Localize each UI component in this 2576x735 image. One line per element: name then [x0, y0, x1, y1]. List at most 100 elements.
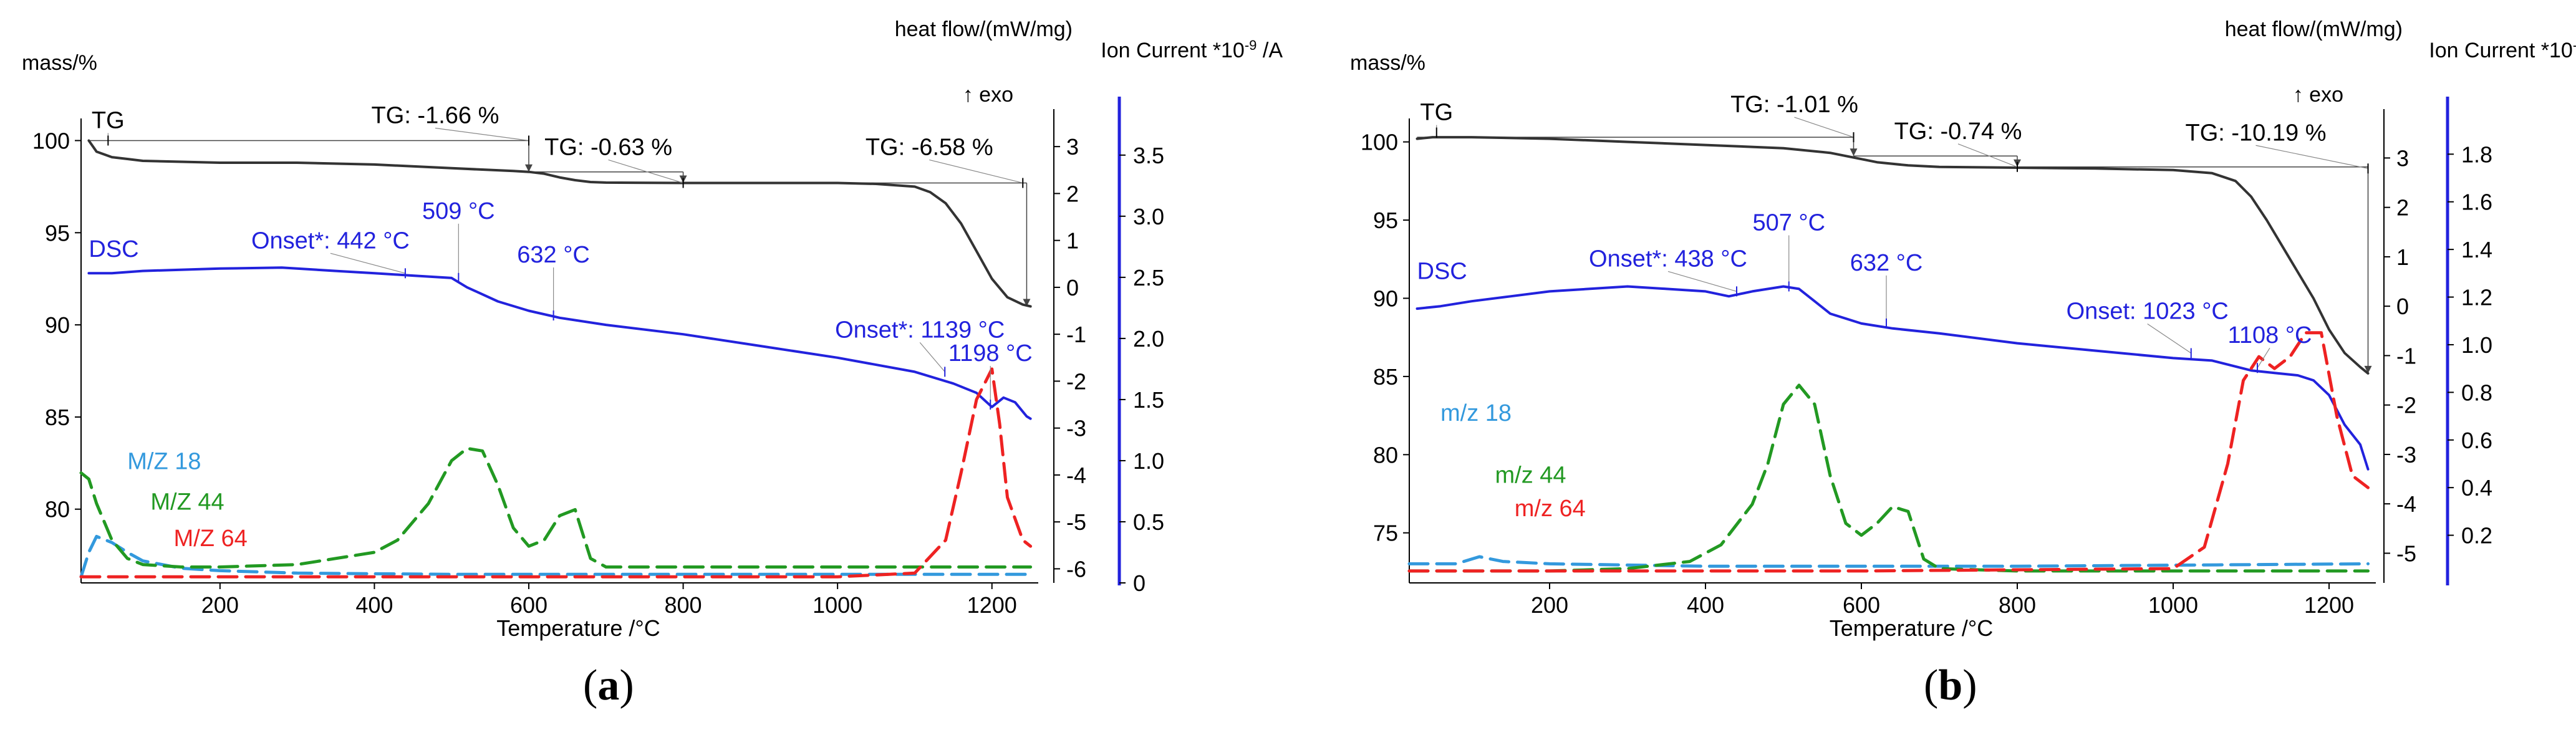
- ion-axis-label-main: Ion Current *10: [2429, 39, 2573, 62]
- heat-tick-label: 2: [2396, 195, 2409, 221]
- annotation-label: 1198 °C: [948, 340, 1033, 367]
- mass-axis-label: mass/%: [1350, 51, 1425, 75]
- ion-axis-label-sup: -9: [1245, 37, 1257, 53]
- annotation-label: TG: [1420, 100, 1453, 126]
- annotation-leader: [330, 252, 406, 274]
- mass-tick-label: 85: [45, 405, 70, 430]
- mass-tick-label: 95: [1373, 208, 1398, 233]
- heat-tick-label: 1: [2396, 244, 2409, 270]
- mass-tick-label: 90: [45, 312, 70, 338]
- mass-tick-label: 75: [1373, 521, 1398, 546]
- tg-step-arrow: [524, 164, 533, 172]
- annotation-label: TG: -1.01 %: [1730, 92, 1858, 118]
- annotation-leader: [1794, 117, 1854, 138]
- ion-tick-label: 1.0: [1133, 448, 1164, 474]
- mass-tick-label: 80: [45, 497, 70, 522]
- ion-tick-label: 1.4: [2461, 237, 2492, 262]
- series-m-z-64: [79, 367, 1033, 579]
- annotation-label: m/z 44: [1495, 463, 1566, 489]
- annotation-label: Onset: 1023 °C: [2067, 298, 2229, 324]
- annotation-label: TG: [92, 107, 125, 133]
- mass-tick-label: 85: [1373, 364, 1398, 390]
- annotation-leader: [2147, 323, 2192, 353]
- annotation-label: TG: -1.66 %: [372, 102, 499, 128]
- ion-tick-label: 0.4: [2461, 475, 2492, 501]
- heat-tick-label: -2: [2396, 393, 2416, 418]
- ion-tick-label: 3.0: [1133, 204, 1164, 229]
- annotation-label: 632 °C: [1850, 250, 1923, 276]
- chart-panel-b: 200 400 600 800 1000 1200 Temperature /°C 75 80 8…: [1350, 17, 2576, 641]
- heat-tick-label: 2: [1066, 181, 1079, 206]
- heat-tick-label: -2: [1066, 368, 1086, 394]
- heat-tick-label: -4: [2396, 491, 2416, 517]
- heat-tick-label: 0: [2396, 294, 2409, 319]
- ion-tick-label: 0.2: [2461, 523, 2492, 549]
- ion-tick-label: 1.2: [2461, 285, 2492, 310]
- ion-tick-label: 0.5: [1133, 509, 1164, 535]
- x-tick-label: 1000: [2148, 592, 2198, 618]
- x-tick-label: 400: [355, 592, 393, 618]
- mass-tick-label: 90: [1373, 286, 1398, 311]
- x-tick-label: 1200: [2304, 592, 2354, 618]
- annotation-label: TG: -10.19 %: [2186, 120, 2327, 146]
- heat-tick-label: 1: [1066, 228, 1079, 254]
- x-tick-label: 200: [1531, 592, 1568, 618]
- caption-a-close: ): [619, 661, 634, 709]
- ion-tick-label: 2.0: [1133, 326, 1164, 352]
- annotation-label: m/z 64: [1515, 496, 1586, 522]
- heat-tick-label: -5: [2396, 540, 2416, 566]
- series-m-z-64: [1407, 331, 2370, 573]
- caption-b-open: (: [1924, 661, 1939, 709]
- annotation-label: 507 °C: [1752, 209, 1825, 236]
- annotation-label: Onset*: 1139 °C: [835, 317, 1005, 343]
- ion-tick-label: 0: [1133, 570, 1146, 596]
- x-tick-label: 600: [1843, 592, 1880, 618]
- series-tg: [87, 139, 1032, 308]
- ion-tick-label: 0.6: [2461, 428, 2492, 453]
- mass-tick-label: 80: [1373, 442, 1398, 468]
- x-tick-label: 800: [665, 592, 702, 618]
- ion-axis-label-main: Ion Current *10: [1101, 39, 1245, 62]
- heat-tick-label: -1: [2396, 343, 2416, 368]
- x-tick-label: 1200: [967, 592, 1017, 618]
- mass-axis-label: mass/%: [22, 51, 97, 75]
- heat-tick-label: 3: [2396, 145, 2409, 171]
- series-m-z-44: [1407, 383, 2370, 573]
- x-axis-label: Temperature /°C: [1830, 615, 1994, 641]
- tg-step-arrow: [1850, 148, 1858, 156]
- ion-axis-label: Ion Current *10-9 /A: [1101, 37, 1283, 62]
- annotation-label: 509 °C: [422, 198, 495, 224]
- annotation-label: M/Z 64: [174, 526, 248, 552]
- heat-tick-label: 3: [1066, 134, 1079, 160]
- x-tick-label: 400: [1687, 592, 1724, 618]
- series-dsc: [1416, 285, 2370, 471]
- caption-a: (a): [583, 661, 634, 711]
- heat-tick-label: -1: [1066, 322, 1086, 347]
- series-m-z-18: [79, 535, 1033, 579]
- series-dsc: [87, 266, 1032, 420]
- x-tick-label: 200: [201, 592, 239, 618]
- annotation-leader: [929, 159, 1023, 184]
- annotation-leader: [435, 127, 529, 142]
- mass-tick-label: 100: [32, 128, 70, 153]
- ion-axis-label-unit: /A: [1257, 39, 1283, 62]
- annotation-label: m/z 18: [1440, 400, 1512, 426]
- ion-tick-label: 2.5: [1133, 265, 1164, 291]
- caption-a-letter: a: [597, 661, 620, 709]
- heat-tick-label: -3: [2396, 442, 2416, 468]
- caption-a-open: (: [583, 661, 598, 709]
- ion-tick-label: 3.5: [1133, 143, 1164, 168]
- x-tick-label: 800: [1999, 592, 2036, 618]
- annotation-label: M/Z 18: [127, 449, 201, 475]
- ion-axis-label-sup: -9: [2573, 37, 2576, 53]
- heat-tick-label: -6: [1066, 556, 1086, 582]
- heat-axis-label: heat flow/(mW/mg): [2225, 17, 2403, 41]
- annotation-label: DSC: [89, 236, 138, 262]
- heat-tick-label: -4: [1066, 463, 1086, 488]
- annotation-label: DSC: [1417, 259, 1467, 285]
- annotation-label: TG: -0.63 %: [544, 134, 672, 160]
- exo-label: ↑ exo: [2293, 83, 2343, 107]
- annotation-label: TG: -6.58 %: [866, 134, 993, 160]
- ion-tick-label: 1.8: [2461, 142, 2492, 167]
